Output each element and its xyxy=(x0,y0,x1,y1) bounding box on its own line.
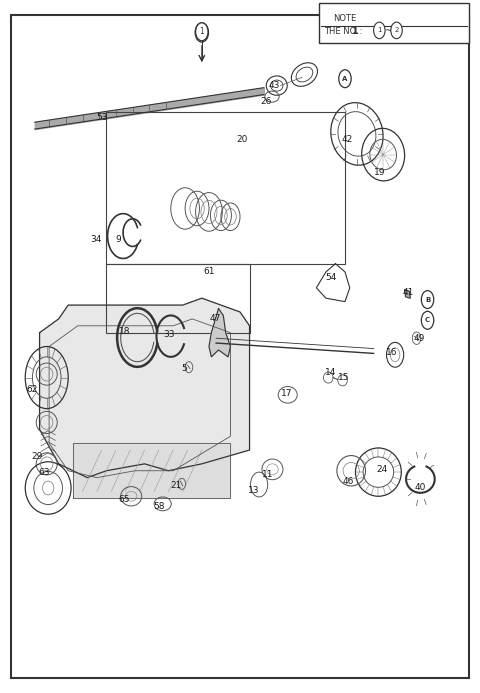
Text: 43: 43 xyxy=(269,81,280,90)
Text: 33: 33 xyxy=(164,330,175,339)
Text: NOTE: NOTE xyxy=(333,14,356,23)
Text: 34: 34 xyxy=(90,235,102,244)
Text: 40: 40 xyxy=(415,484,426,493)
Circle shape xyxy=(339,70,351,88)
Text: 26: 26 xyxy=(261,97,272,106)
Text: 46: 46 xyxy=(342,477,354,486)
Circle shape xyxy=(195,23,208,42)
Text: 19: 19 xyxy=(373,168,385,177)
Circle shape xyxy=(196,23,208,41)
Text: 29: 29 xyxy=(32,453,43,462)
Text: 11: 11 xyxy=(262,470,274,479)
Text: 2: 2 xyxy=(395,28,399,33)
Text: 62: 62 xyxy=(27,385,38,394)
Circle shape xyxy=(391,22,402,39)
Polygon shape xyxy=(39,298,250,477)
Text: 20: 20 xyxy=(237,135,248,144)
Text: B: B xyxy=(425,297,430,303)
Text: 61: 61 xyxy=(203,267,215,277)
Circle shape xyxy=(421,311,434,329)
Text: ~: ~ xyxy=(384,26,391,35)
Text: 58: 58 xyxy=(153,502,165,511)
Text: :: : xyxy=(357,26,365,35)
Text: 41: 41 xyxy=(403,288,414,297)
Text: 63: 63 xyxy=(38,468,50,477)
Text: 16: 16 xyxy=(386,347,397,356)
Text: THE NO.: THE NO. xyxy=(324,26,361,35)
Circle shape xyxy=(373,22,385,39)
FancyBboxPatch shape xyxy=(11,15,469,678)
Text: 49: 49 xyxy=(413,334,425,343)
Text: 47: 47 xyxy=(209,315,221,324)
Polygon shape xyxy=(73,443,230,498)
Text: 53: 53 xyxy=(96,113,108,122)
Polygon shape xyxy=(405,290,410,298)
Text: 5: 5 xyxy=(181,364,187,373)
Text: 24: 24 xyxy=(376,465,387,474)
Text: 14: 14 xyxy=(325,368,336,377)
Text: 1: 1 xyxy=(377,28,382,33)
Text: 21: 21 xyxy=(170,482,181,491)
Text: 9: 9 xyxy=(115,235,121,244)
Text: 13: 13 xyxy=(248,486,259,495)
Text: 1: 1 xyxy=(200,27,204,36)
Text: 1: 1 xyxy=(352,26,359,36)
Circle shape xyxy=(421,290,434,308)
Polygon shape xyxy=(209,308,230,357)
Text: 65: 65 xyxy=(119,495,130,505)
FancyBboxPatch shape xyxy=(319,3,469,43)
Text: C: C xyxy=(425,317,430,323)
Text: 17: 17 xyxy=(281,389,292,398)
Text: 1: 1 xyxy=(199,28,204,37)
Text: 54: 54 xyxy=(325,273,336,282)
Text: 18: 18 xyxy=(119,327,130,336)
Text: 42: 42 xyxy=(342,135,353,144)
Text: 15: 15 xyxy=(338,373,350,382)
Text: A: A xyxy=(342,76,348,82)
